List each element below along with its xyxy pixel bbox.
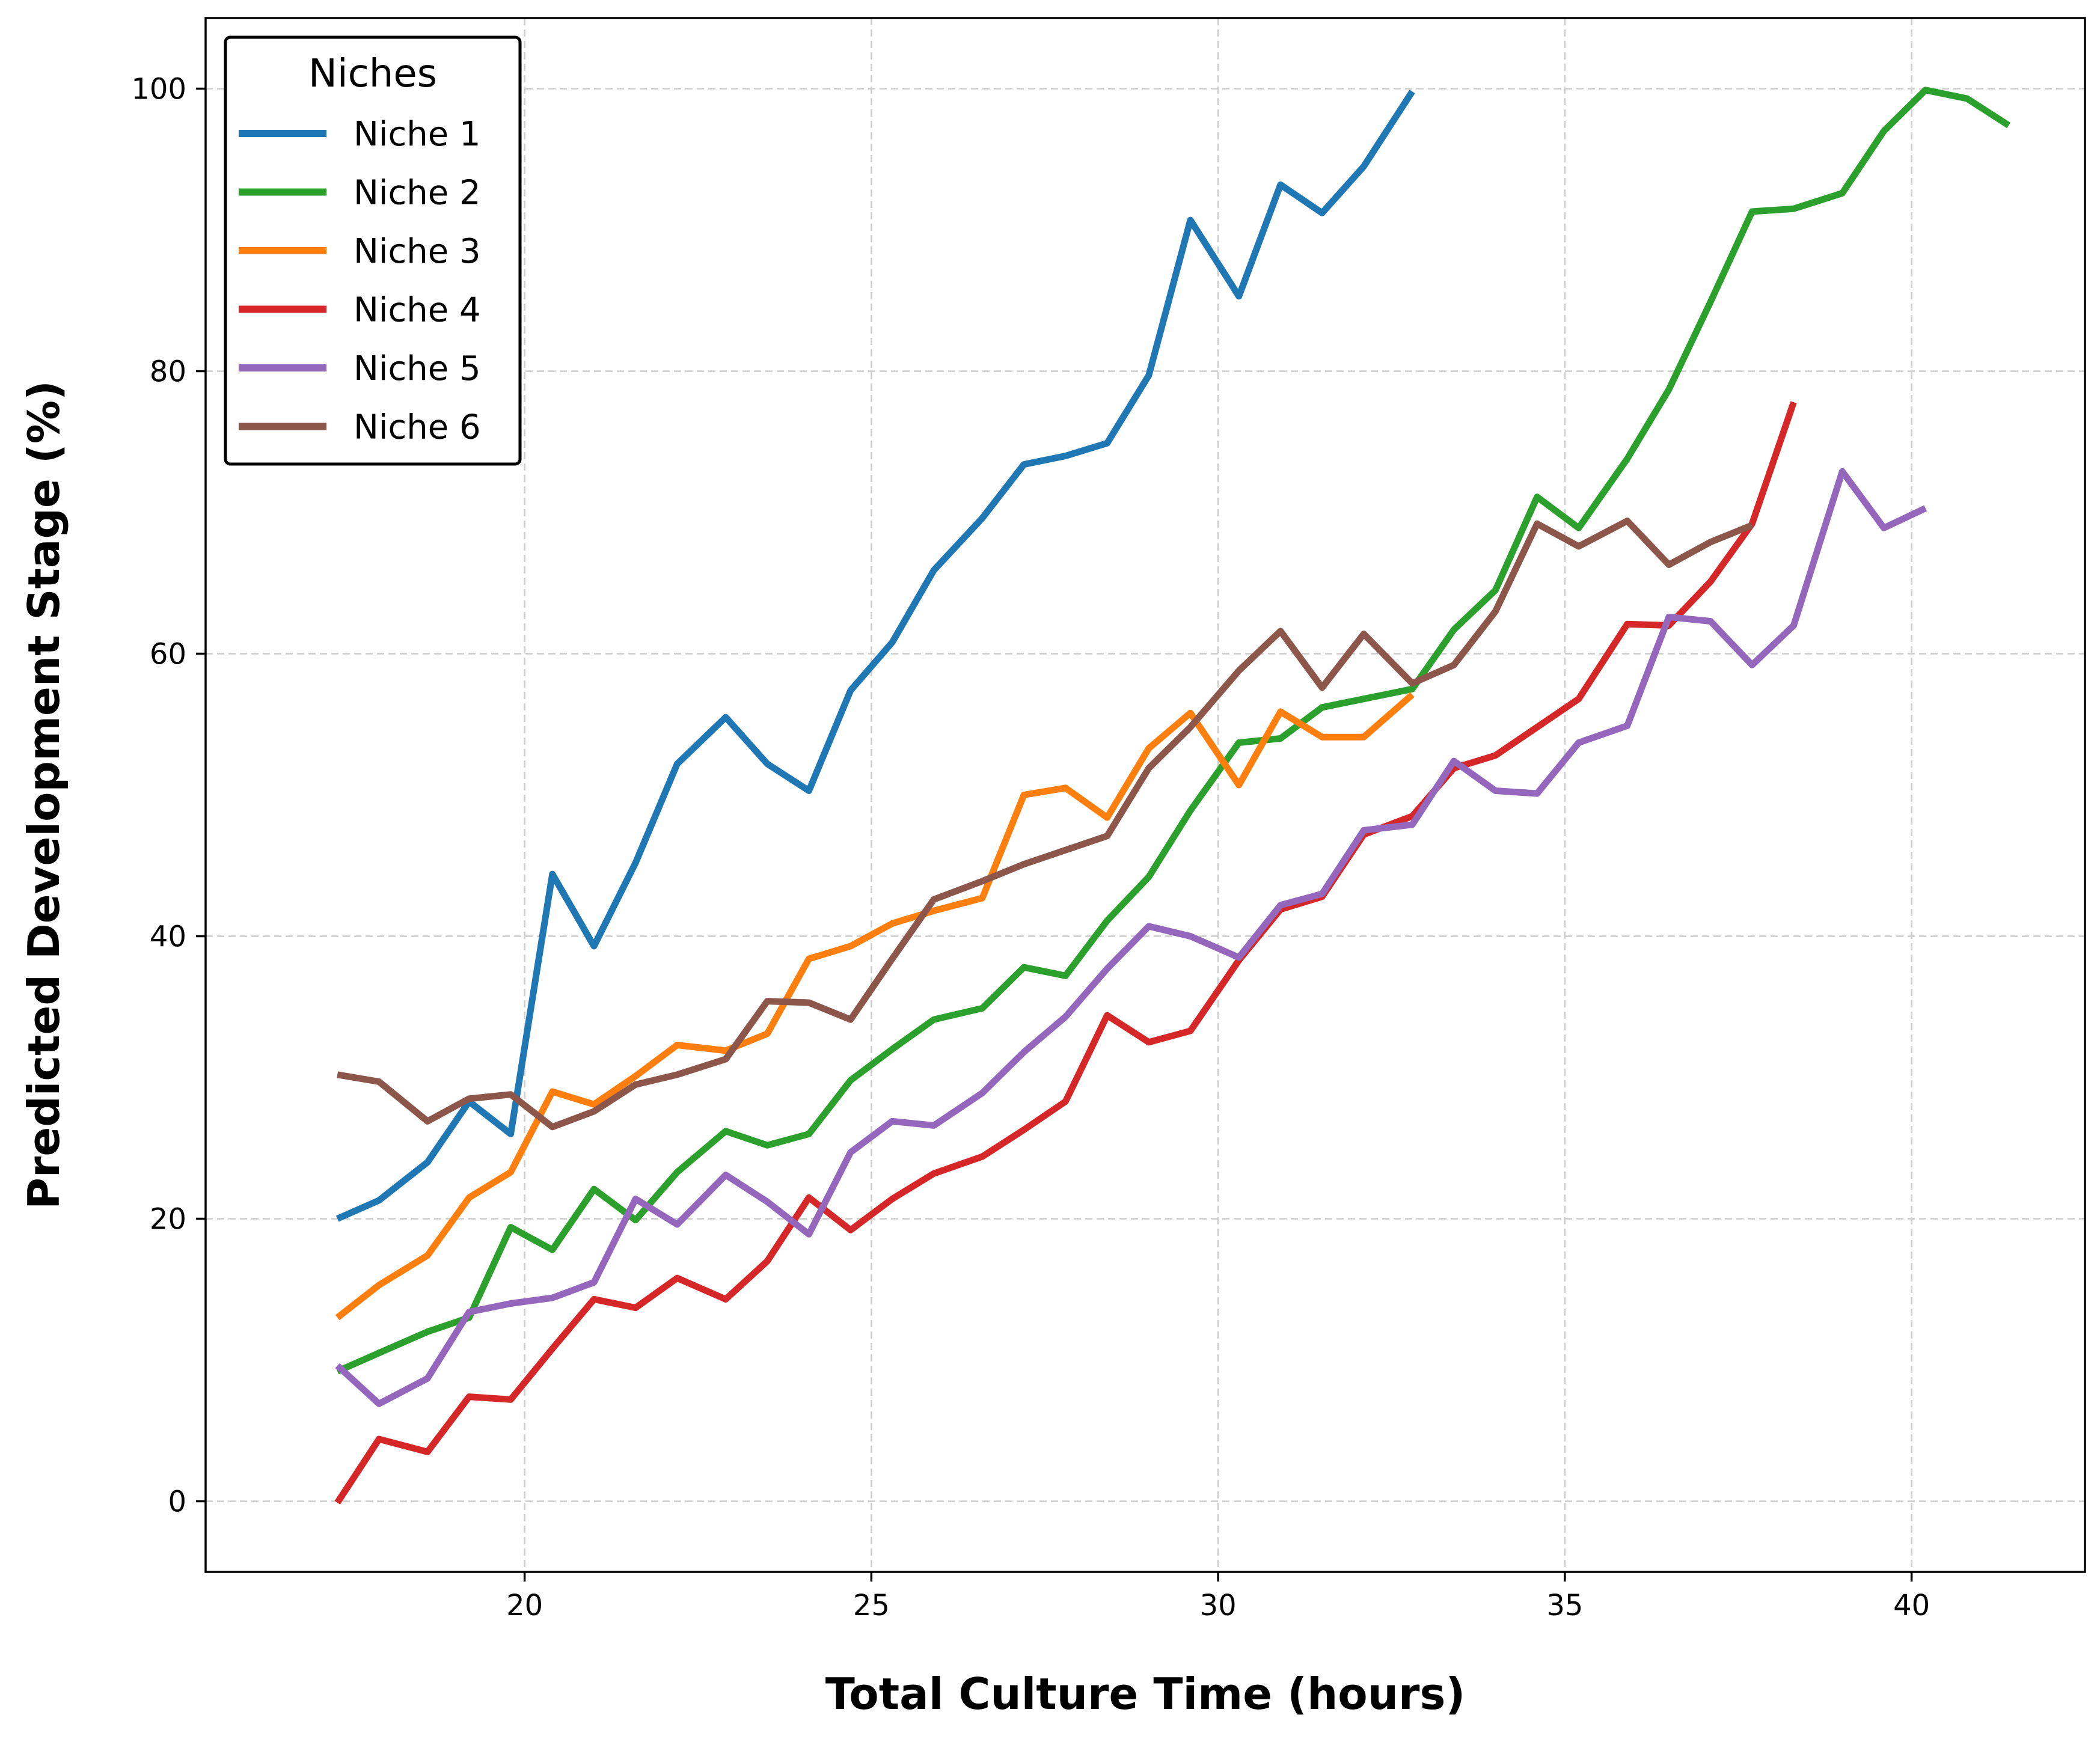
grid-lines (206, 18, 2085, 1572)
series-line-niche-6 (337, 518, 1754, 1131)
x-tick-label: 25 (853, 1589, 890, 1622)
x-tick-label: 30 (1200, 1589, 1237, 1622)
legend-title: Niches (308, 52, 437, 96)
legend-item-niche-2: Niche 2 (239, 174, 481, 213)
legend-item-niche-6: Niche 6 (239, 408, 481, 447)
y-tick-label: 40 (150, 920, 186, 954)
y-tick-label: 60 (150, 638, 186, 671)
legend-item-niche-5: Niche 5 (239, 349, 481, 388)
legend-item-niche-3: Niche 3 (239, 232, 481, 271)
series-line-niche-1 (335, 90, 1415, 1222)
series-line-niche-2 (335, 87, 2011, 1375)
x-tick-label: 20 (506, 1589, 543, 1622)
legend-box (224, 35, 522, 466)
legend-item-niche-4: Niche 4 (239, 291, 481, 330)
legend-label: Niche 2 (354, 174, 481, 213)
legend-item-niche-1: Niche 1 (239, 115, 481, 154)
legend-label: Niche 3 (354, 232, 481, 271)
x-axis-title: Total Culture Time (hours) (825, 1669, 1466, 1719)
y-axis: 0 20 40 60 80 100 (131, 73, 206, 1519)
x-axis: 20 25 30 35 40 (506, 1572, 1930, 1622)
y-tick-label: 0 (168, 1485, 186, 1519)
legend-label: Niche 4 (354, 291, 481, 330)
y-tick-label: 80 (150, 355, 186, 389)
legend-label: Niche 5 (354, 349, 481, 388)
y-tick-label: 100 (131, 73, 186, 106)
series-line-niche-4 (334, 401, 1797, 1505)
plot-frame (204, 17, 2086, 1573)
legend-items: Niche 1 Niche 2 Niche 3 Niche 4 Niche 5 Niche… (239, 115, 481, 447)
series-line-niche-5 (335, 468, 1927, 1407)
y-tick-label: 20 (150, 1203, 186, 1236)
x-tick-label: 35 (1546, 1589, 1583, 1622)
y-axis-title: Predicted Development Stage (%) (19, 381, 69, 1209)
series-lines (334, 87, 2011, 1505)
x-tick-label: 40 (1893, 1589, 1930, 1622)
legend-label: Niche 6 (354, 408, 481, 447)
legend-label: Niche 1 (354, 115, 481, 154)
series-line-niche-3 (335, 692, 1415, 1321)
